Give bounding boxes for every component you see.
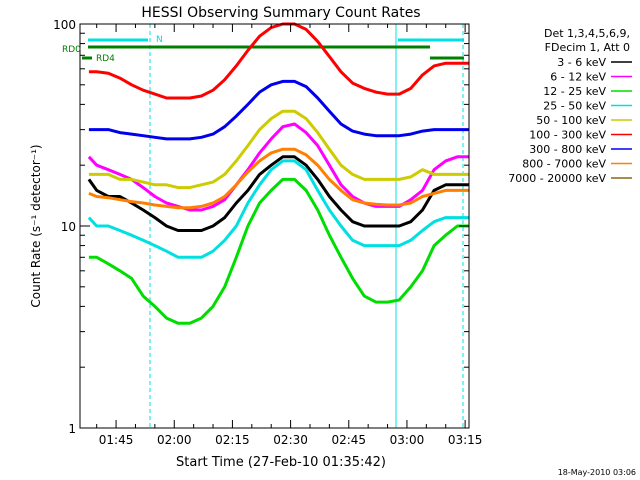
legend-entry-label: 25 - 50 keV: [543, 100, 606, 113]
x-tick-label: 03:00: [390, 433, 425, 447]
x-tick-label: 02:45: [331, 433, 366, 447]
x-tick-label: 01:45: [99, 433, 134, 447]
x-axis-label: Start Time (27-Feb-10 01:35:42): [176, 455, 386, 470]
legend-entry-label: 300 - 800 keV: [529, 143, 606, 156]
annotation-n: N: [156, 35, 163, 45]
legend-entry-label: 100 - 300 keV: [529, 129, 606, 142]
legend-entry-label: 7000 - 20000 keV: [508, 172, 606, 185]
x-tick-label: 02:15: [215, 433, 250, 447]
x-tick-label: 02:30: [273, 433, 308, 447]
annotation-rd0: RD0: [62, 45, 81, 55]
series-line-3: [88, 177, 469, 325]
series-lines: [87, 22, 469, 325]
series-line-7: [88, 79, 469, 141]
series-line-6: [88, 22, 469, 100]
footer-date: 18-May-2010 03:06: [558, 468, 636, 477]
y-axis-label: Count Rate (s⁻¹ detector⁻¹): [29, 144, 43, 307]
y-tick-label: 1: [68, 422, 76, 436]
series-line-8: [88, 147, 469, 210]
legend-entry-label: 6 - 12 keV: [550, 71, 606, 84]
legend-header-line-2: FDecim 1, Att 0: [545, 41, 630, 54]
series-line-5: [88, 109, 469, 190]
x-tick-label: 02:00: [157, 433, 192, 447]
y-tick-label: 10: [61, 220, 76, 234]
series-line-4: [87, 159, 469, 259]
series-line-1: [87, 155, 469, 232]
legend-entry-label: 12 - 25 keV: [543, 85, 606, 98]
legend: Det 1,3,4,5,6,9, FDecim 1, Att 0 3 - 6 k…: [508, 27, 632, 185]
chart-title: HESSI Observing Summary Count Rates: [141, 5, 420, 21]
legend-entry-label: 3 - 6 keV: [557, 56, 606, 69]
plot-area: [79, 22, 470, 429]
y-axis: 1 10 100: [53, 18, 469, 436]
legend-entry-label: 50 - 100 keV: [536, 114, 606, 127]
annotation-rd4: RD4: [96, 54, 115, 64]
y-tick-label: 100: [53, 18, 76, 32]
legend-entry-label: 800 - 7000 keV: [522, 158, 606, 171]
x-tick-label: 03:15: [448, 433, 483, 447]
legend-header-line-1: Det 1,3,4,5,6,9,: [544, 27, 630, 40]
x-axis: 01:45 02:00 02:15 02:30 02:45 03:00 03:15: [96, 24, 483, 447]
